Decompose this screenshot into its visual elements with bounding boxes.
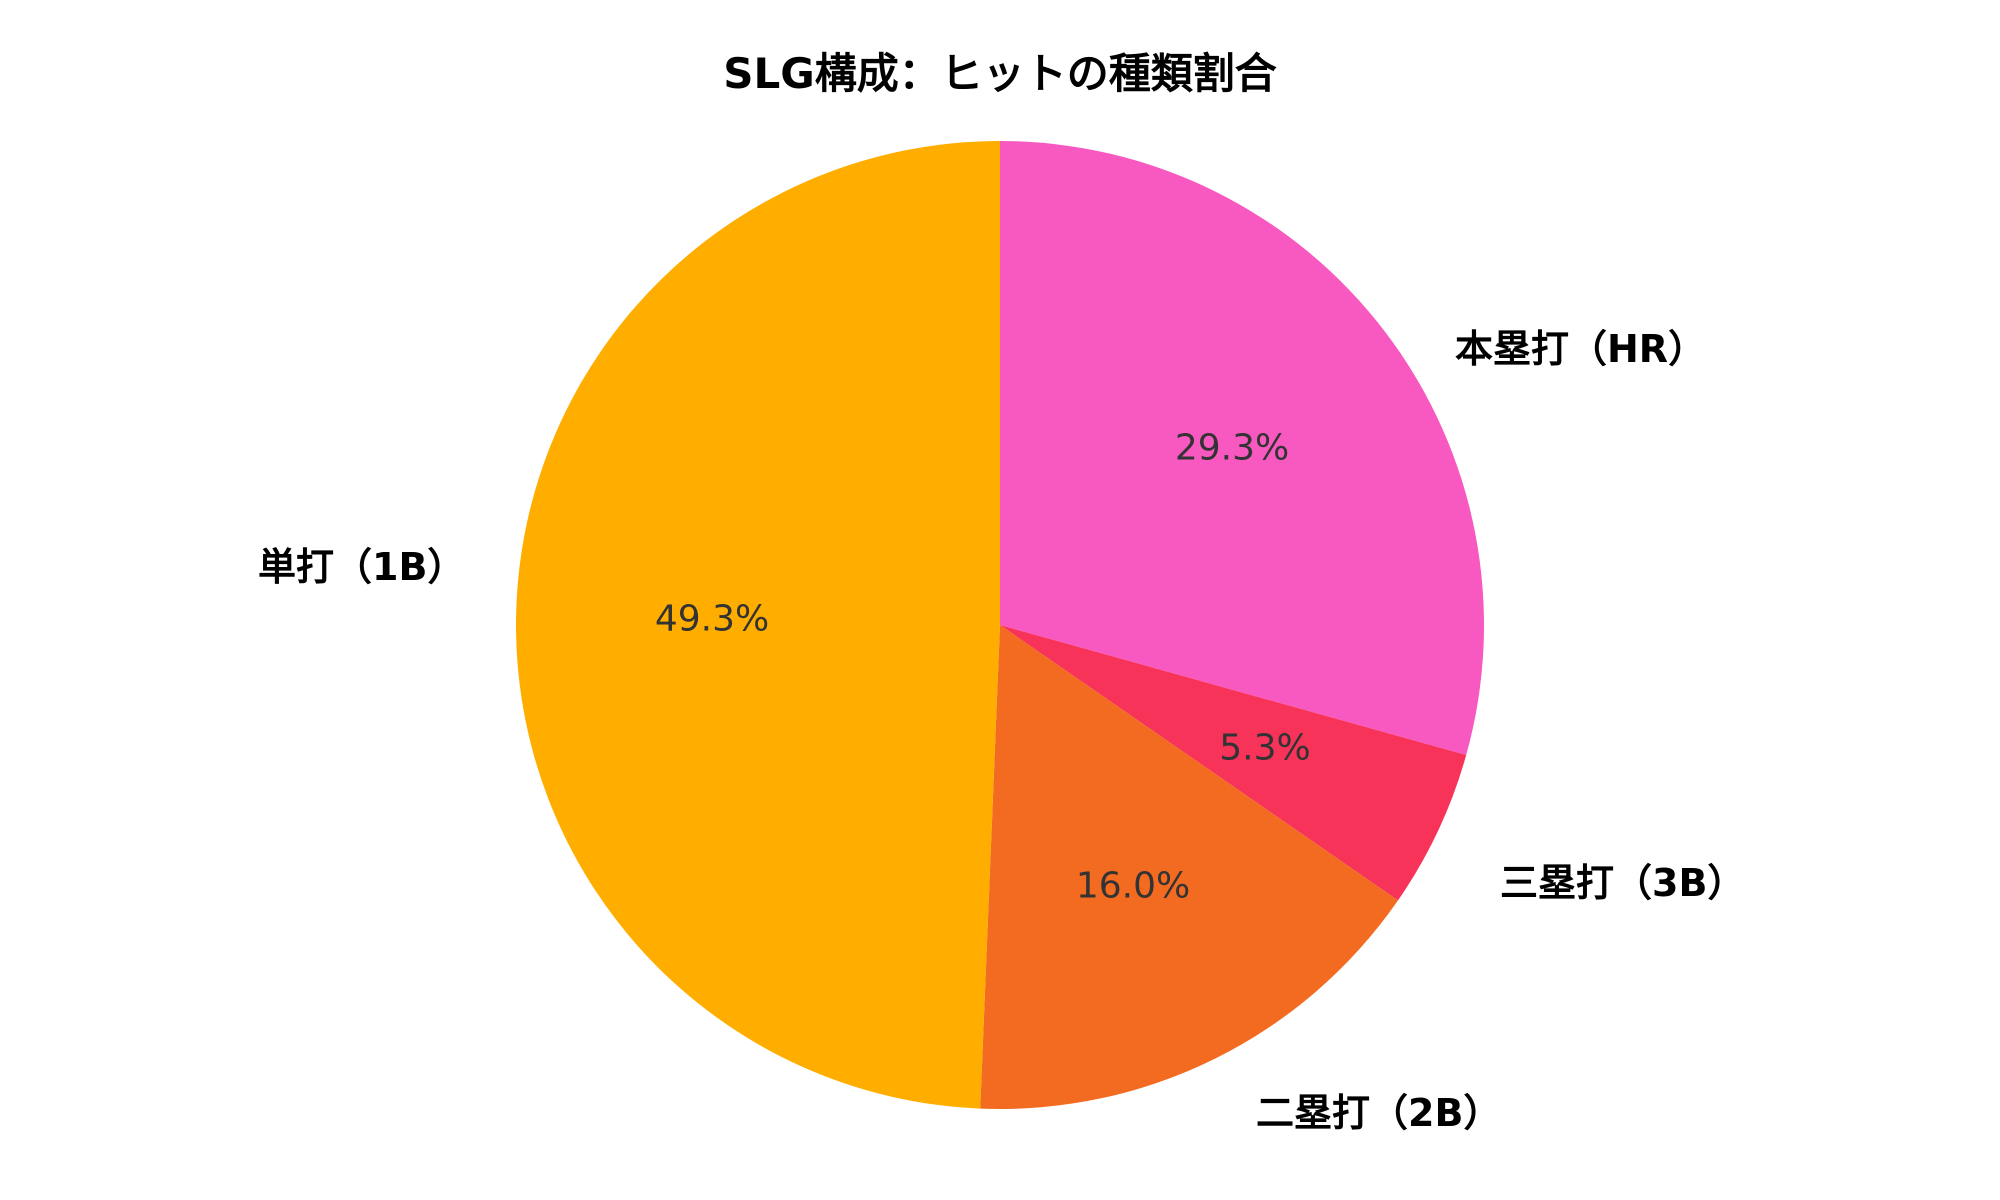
slice-label-3b: 三塁打（3B）: [1500, 861, 1746, 905]
slice-label-1b: 単打（1B）: [258, 545, 466, 589]
slice-1b: [516, 141, 1000, 1109]
slice-hr: [1000, 141, 1484, 756]
slice-pct-2b: 16.0%: [1075, 865, 1191, 907]
slice-label-hr: 本塁打（HR）: [1455, 327, 1707, 371]
slice-pct-1b: 49.3%: [654, 598, 770, 640]
slice-pct-3b: 5.3%: [1219, 727, 1311, 769]
slice-2b: [980, 625, 1398, 1109]
slice-label-2b: 二塁打（2B）: [1256, 1091, 1502, 1135]
slice-3b: [1000, 625, 1467, 901]
slice-pct-hr: 29.3%: [1174, 427, 1290, 469]
chart-title: SLG構成：ヒットの種類割合: [723, 49, 1277, 98]
